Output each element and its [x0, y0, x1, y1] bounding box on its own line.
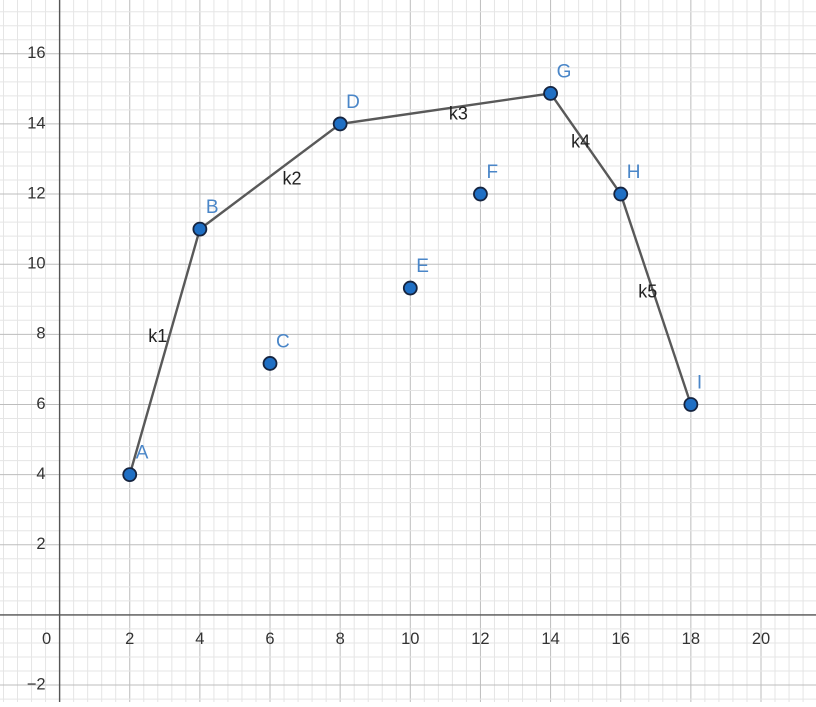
svg-text:2: 2	[125, 630, 134, 648]
svg-text:10: 10	[27, 255, 45, 273]
svg-text:8: 8	[36, 325, 45, 343]
svg-text:4: 4	[195, 630, 204, 648]
svg-text:6: 6	[265, 630, 274, 648]
svg-text:14: 14	[27, 114, 45, 132]
svg-text:E: E	[416, 256, 429, 277]
svg-text:k1: k1	[148, 326, 167, 346]
svg-text:16: 16	[612, 630, 630, 648]
svg-text:0: 0	[42, 630, 51, 648]
svg-text:8: 8	[336, 630, 345, 648]
svg-text:C: C	[276, 331, 290, 352]
svg-text:6: 6	[36, 395, 45, 413]
svg-text:H: H	[627, 162, 641, 183]
svg-text:k3: k3	[449, 104, 468, 124]
svg-text:D: D	[346, 92, 360, 113]
svg-text:I: I	[697, 372, 702, 393]
svg-text:12: 12	[471, 630, 489, 648]
svg-text:12: 12	[27, 184, 45, 202]
svg-text:20: 20	[752, 630, 770, 648]
svg-text:14: 14	[541, 630, 559, 648]
svg-text:A: A	[136, 443, 149, 464]
svg-text:18: 18	[682, 630, 700, 648]
svg-text:2: 2	[36, 535, 45, 553]
svg-text:−2: −2	[27, 675, 46, 693]
svg-text:10: 10	[401, 630, 419, 648]
svg-text:k4: k4	[571, 132, 590, 152]
svg-text:B: B	[206, 197, 219, 218]
svg-text:F: F	[486, 162, 498, 183]
svg-text:G: G	[557, 61, 572, 82]
svg-text:16: 16	[27, 44, 45, 62]
svg-text:4: 4	[36, 465, 45, 483]
svg-text:k5: k5	[638, 281, 657, 301]
svg-text:k2: k2	[283, 169, 302, 189]
